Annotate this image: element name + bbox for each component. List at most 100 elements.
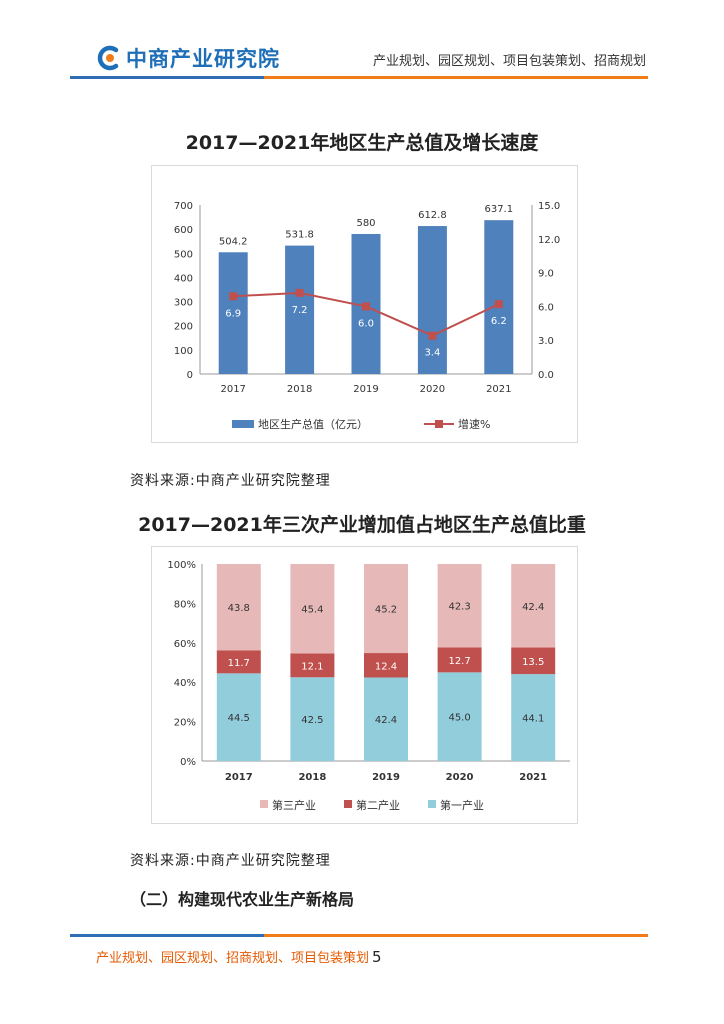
y2-tick-label: 0.0 <box>538 370 554 381</box>
x-tick-label: 2017 <box>225 772 253 783</box>
y-tick-label: 500 <box>174 249 193 260</box>
y-tick-label: 20% <box>174 718 196 729</box>
chart1-title: 2017—2021年地区生产总值及增长速度 <box>185 132 539 154</box>
gdp-bar-label: 504.2 <box>219 236 248 247</box>
primary-industry-segment <box>511 674 556 761</box>
x-tick-label: 2018 <box>298 772 326 783</box>
growth-point <box>362 302 370 311</box>
y-tick-label: 400 <box>174 273 193 284</box>
tertiary-industry-label: 42.3 <box>448 602 470 613</box>
primary-industry-segment <box>216 673 261 761</box>
primary-industry-label: 44.5 <box>228 713 250 724</box>
header-tagline: 产业规划、园区规划、项目包装策划、招商规划 <box>372 54 646 69</box>
legend-label-growth: 增速% <box>458 417 490 431</box>
gdp-bar-label: 637.1 <box>484 204 513 215</box>
footer-rule-orange <box>264 934 648 937</box>
secondary-industry-segment <box>437 647 482 673</box>
primary-industry-label: 42.4 <box>375 715 397 726</box>
gdp-bar-label: 580 <box>356 218 375 229</box>
tertiary-industry-segment <box>437 564 482 648</box>
primary-industry-segment <box>437 672 482 761</box>
gdp-bar <box>285 245 315 374</box>
growth-point <box>494 300 503 309</box>
industry-share-chart: 0% 20% 40% 60% 80% 100% 2017 2018 2019 2020 2021 44… <box>167 560 570 812</box>
primary-industry-segment <box>290 677 335 761</box>
x-tick-label: 2019 <box>372 772 400 783</box>
tertiary-industry-segment <box>364 564 408 654</box>
tertiary-industry-label: 45.4 <box>301 605 323 616</box>
growth-label: 3.4 <box>424 348 440 359</box>
primary-industry-label: 42.5 <box>301 715 323 726</box>
primary-industry-segment <box>364 677 408 761</box>
tertiary-industry-segment <box>216 564 261 651</box>
tertiary-industry-label: 43.8 <box>228 603 250 614</box>
legend-label-tertiary-industry: 第三产业 <box>272 798 316 812</box>
secondary-industry-label: 12.1 <box>301 661 323 672</box>
footer-rule-blue <box>70 934 264 937</box>
x-tick-label: 2021 <box>486 384 511 395</box>
y-tick-label: 300 <box>174 298 193 309</box>
y2-tick-label: 15.0 <box>538 201 560 212</box>
y-tick-label: 100% <box>167 560 196 571</box>
brand-logo: 中商产业研究院 <box>96 44 280 72</box>
growth-label: 7.2 <box>292 305 308 316</box>
y-tick-label: 80% <box>174 599 196 610</box>
source-note: 资料来源:中商产业研究院整理 <box>130 473 331 489</box>
y2-tick-label: 6.0 <box>538 302 554 313</box>
chart2-title: 2017—2021年三次产业增加值占地区生产总值比重 <box>138 514 586 536</box>
page-number: 5 <box>372 948 382 966</box>
gdp-bar <box>417 226 447 374</box>
y-tick-label: 700 <box>174 201 193 212</box>
secondary-industry-label: 12.4 <box>375 661 397 672</box>
footer: 产业规划、园区规划、招商规划、项目包装策划 5 <box>96 947 382 966</box>
primary-industry-label: 44.1 <box>522 714 544 725</box>
legend-swatch-growth-marker <box>435 420 443 428</box>
growth-point <box>428 331 437 340</box>
growth-label: 6.9 <box>225 308 241 319</box>
chart2-frame: 0% 20% 40% 60% 80% 100% 2017 2018 2019 2020 2021 44… <box>151 546 578 824</box>
growth-point <box>229 292 238 301</box>
secondary-industry-label: 12.7 <box>448 656 470 667</box>
gdp-bar-label: 612.8 <box>418 210 447 221</box>
y2-tick-label: 9.0 <box>538 269 554 280</box>
x-tick-label: 2020 <box>420 384 445 395</box>
secondary-industry-segment <box>290 653 335 678</box>
primary-industry-label: 45.0 <box>448 713 470 724</box>
chart1-frame: 0 100 200 300 400 500 600 700 0.0 3.0 6.0 9.0 12.0 15… <box>151 165 578 443</box>
y-tick-label: 600 <box>174 225 193 236</box>
source-note: 资料来源:中商产业研究院整理 <box>130 853 331 869</box>
tertiary-industry-segment <box>511 564 556 648</box>
legend-label-gdp: 地区生产总值（亿元） <box>258 417 368 431</box>
footer-text: 产业规划、园区规划、招商规划、项目包装策划 <box>96 951 370 966</box>
y-tick-label: 200 <box>174 322 193 333</box>
header-rule-orange <box>264 76 648 79</box>
logo-text: 中商产业研究院 <box>126 47 280 71</box>
gdp-bar <box>484 220 514 374</box>
x-tick-label: 2021 <box>519 772 547 783</box>
y-tick-label: 100 <box>174 346 193 357</box>
legend-swatch-tertiary-industry <box>260 800 268 808</box>
growth-label: 6.0 <box>358 318 374 329</box>
legend-label-primary-industry: 第一产业 <box>440 798 484 812</box>
growth-label: 6.2 <box>491 316 507 327</box>
y-tick-label: 60% <box>174 639 196 650</box>
gdp-bar-label: 531.8 <box>285 230 314 241</box>
secondary-industry-label: 13.5 <box>522 657 544 668</box>
y2-tick-label: 3.0 <box>538 336 554 347</box>
legend-swatch-primary-industry <box>428 800 436 808</box>
secondary-industry-segment <box>364 653 408 678</box>
tertiary-industry-segment <box>290 564 335 654</box>
legend-label-secondary-industry: 第二产业 <box>356 798 400 812</box>
secondary-industry-segment <box>511 647 556 675</box>
section-heading: （二）构建现代农业生产新格局 <box>130 890 355 909</box>
growth-point <box>295 288 304 297</box>
gdp-bar <box>218 252 248 374</box>
y-tick-label: 0% <box>180 757 196 768</box>
y-tick-label: 0 <box>187 370 193 381</box>
y2-tick-label: 12.0 <box>538 235 560 246</box>
logo-c-icon <box>97 45 119 71</box>
x-tick-label: 2017 <box>220 384 245 395</box>
secondary-industry-segment <box>216 650 261 674</box>
x-tick-label: 2020 <box>446 772 474 783</box>
header-rule-blue <box>70 76 264 79</box>
